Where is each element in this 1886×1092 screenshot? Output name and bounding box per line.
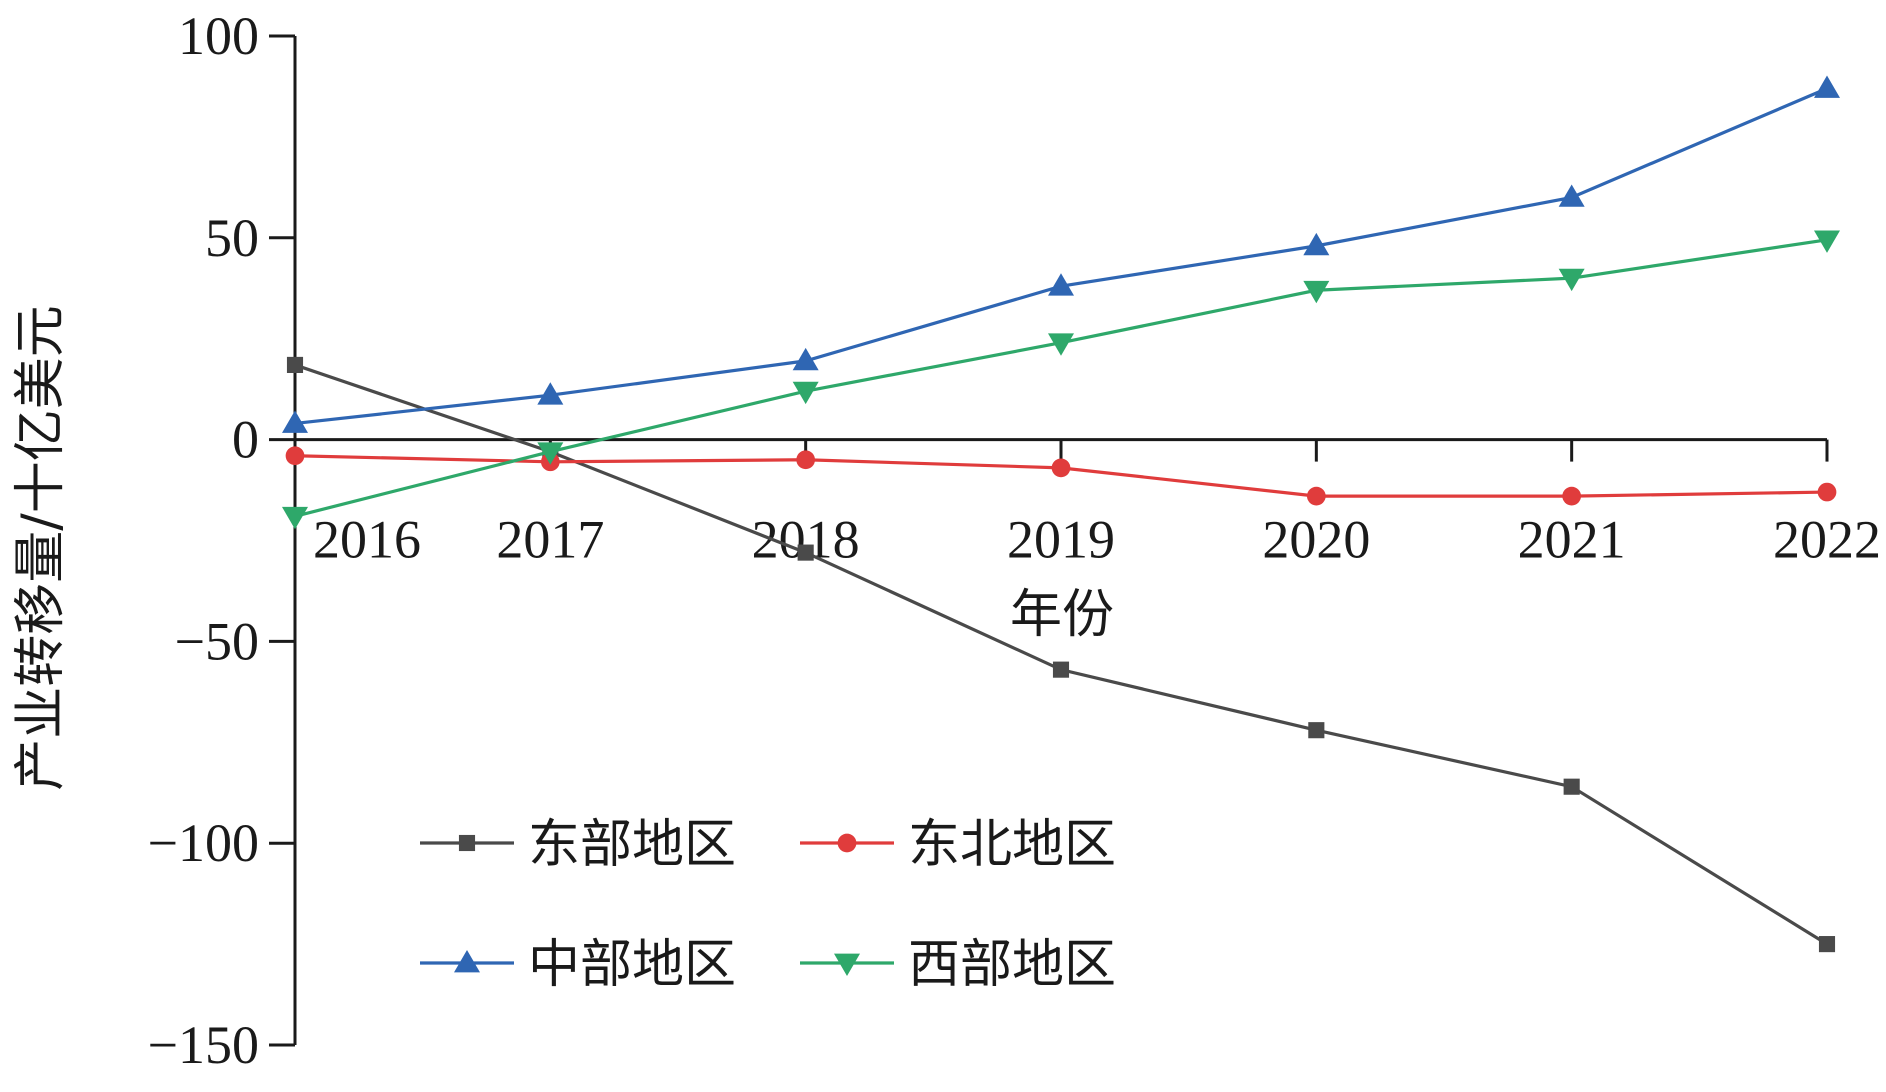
data-point (792, 381, 819, 405)
data-point (1563, 778, 1580, 795)
legend-label: 西部地区 (908, 935, 1116, 995)
x-tick-label: 2017 (496, 510, 604, 570)
x-axis-title: 年份 (1010, 585, 1114, 645)
data-point (1051, 458, 1071, 478)
legend-label: 东部地区 (528, 815, 736, 875)
x-tick-label: 2016 (313, 510, 421, 570)
data-point (1814, 75, 1840, 98)
series-3 (282, 75, 1840, 433)
x-tick-label: 2021 (1518, 510, 1626, 570)
data-point (1818, 936, 1836, 953)
data-point (282, 410, 308, 433)
data-point (1052, 661, 1070, 678)
y-tick-label: −100 (148, 813, 259, 873)
series-layer (282, 75, 1840, 953)
data-point (796, 450, 816, 470)
y-tick-label: 0 (232, 410, 259, 470)
data-point (1048, 333, 1074, 356)
data-point (285, 446, 305, 466)
legend-label: 中部地区 (528, 935, 736, 995)
legend-marker (834, 953, 860, 976)
data-point (797, 544, 814, 561)
data-point (286, 356, 304, 373)
legend-marker (458, 834, 476, 852)
data-point (537, 442, 564, 465)
y-tick-label: −50 (175, 611, 259, 671)
x-tick-label: 2019 (1007, 510, 1115, 570)
y-axis-title: 产业转移量/十亿美元 (11, 305, 71, 791)
data-point (1308, 722, 1325, 739)
legend-item: 中部地区 (420, 935, 736, 995)
x-tick-label: 2022 (1773, 510, 1881, 570)
legend-label: 东北地区 (908, 815, 1116, 875)
data-point (1048, 273, 1074, 296)
legend-item: 西部地区 (800, 935, 1116, 995)
series-4 (282, 230, 1840, 530)
y-tick-label: 50 (205, 208, 259, 268)
y-tick-label: 100 (178, 6, 259, 66)
data-point (1558, 268, 1585, 292)
legend-item: 东北地区 (800, 815, 1116, 875)
data-point (537, 382, 564, 405)
data-point (1303, 232, 1330, 256)
data-point (1558, 184, 1585, 207)
data-point (1562, 486, 1582, 506)
x-tick-label: 2020 (1262, 510, 1370, 570)
data-point (1817, 482, 1837, 502)
series-line (294, 86, 1828, 426)
data-point (792, 347, 819, 371)
data-point (1303, 280, 1330, 304)
y-tick-label: −150 (148, 1015, 259, 1075)
legend-item: 东部地区 (420, 815, 736, 875)
data-point (1306, 486, 1326, 506)
legend-marker (454, 950, 480, 973)
legend-marker (837, 833, 857, 853)
data-point (1814, 230, 1840, 253)
data-point (282, 506, 308, 530)
